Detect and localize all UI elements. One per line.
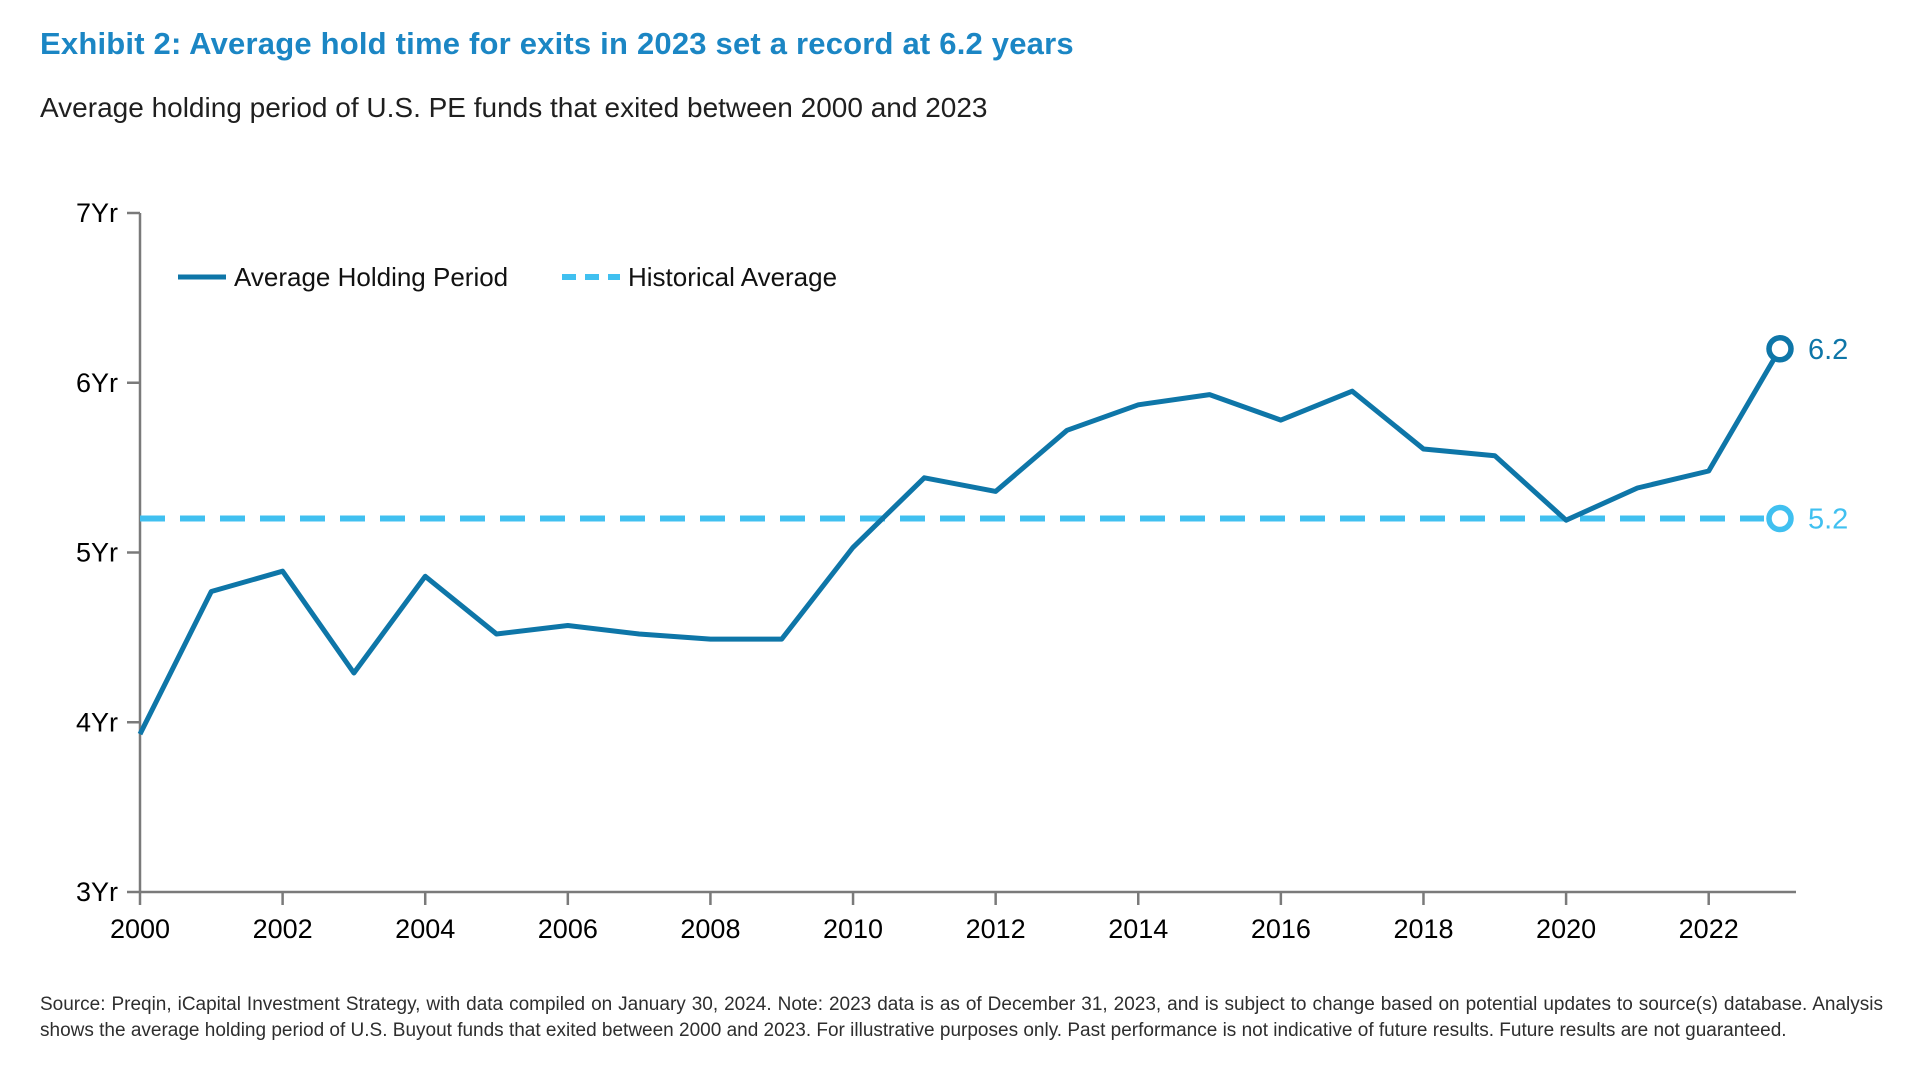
y-tick-label: 3Yr bbox=[76, 877, 118, 907]
y-tick-label: 6Yr bbox=[76, 368, 118, 398]
x-tick-label: 2002 bbox=[253, 914, 313, 944]
exhibit-title: Exhibit 2: Average hold time for exits i… bbox=[40, 26, 1074, 61]
value-label-6-2: 6.2 bbox=[1808, 334, 1848, 366]
x-tick-label: 2004 bbox=[395, 914, 455, 944]
x-axis-ticks: 2000 2002 2004 2006 2008 2010 2012 2014 2016 2018… bbox=[110, 892, 1739, 944]
endpoint-marker-6-2 bbox=[1766, 335, 1794, 363]
average-holding-period-line bbox=[137, 347, 1783, 736]
x-tick-label: 2012 bbox=[966, 914, 1026, 944]
x-tick-label: 2022 bbox=[1679, 914, 1739, 944]
x-tick-label: 2008 bbox=[680, 914, 740, 944]
value-label-5-2: 5.2 bbox=[1808, 504, 1848, 536]
x-tick-label: 2014 bbox=[1108, 914, 1168, 944]
x-tick-label: 2000 bbox=[110, 914, 170, 944]
y-axis-ticks: 7Yr 6Yr 5Yr 4Yr 3Yr bbox=[76, 198, 140, 907]
legend-label-average-holding-period: Average Holding Period bbox=[234, 262, 508, 292]
legend: Average Holding Period Historical Averag… bbox=[178, 262, 837, 292]
x-tick-label: 2020 bbox=[1536, 914, 1596, 944]
x-tick-label: 2006 bbox=[538, 914, 598, 944]
y-tick-label: 4Yr bbox=[76, 707, 118, 737]
y-tick-label: 5Yr bbox=[76, 538, 118, 568]
x-tick-label: 2016 bbox=[1251, 914, 1311, 944]
x-tick-label: 2010 bbox=[823, 914, 883, 944]
endpoint-marker-5-2 bbox=[1766, 504, 1794, 533]
legend-label-historical-average: Historical Average bbox=[628, 262, 837, 292]
chart-subtitle: Average holding period of U.S. PE funds … bbox=[40, 92, 988, 123]
y-tick-label: 7Yr bbox=[76, 198, 118, 228]
x-tick-label: 2018 bbox=[1393, 914, 1453, 944]
source-note: Source: Preqin, iCapital Investment Stra… bbox=[40, 994, 1883, 1041]
